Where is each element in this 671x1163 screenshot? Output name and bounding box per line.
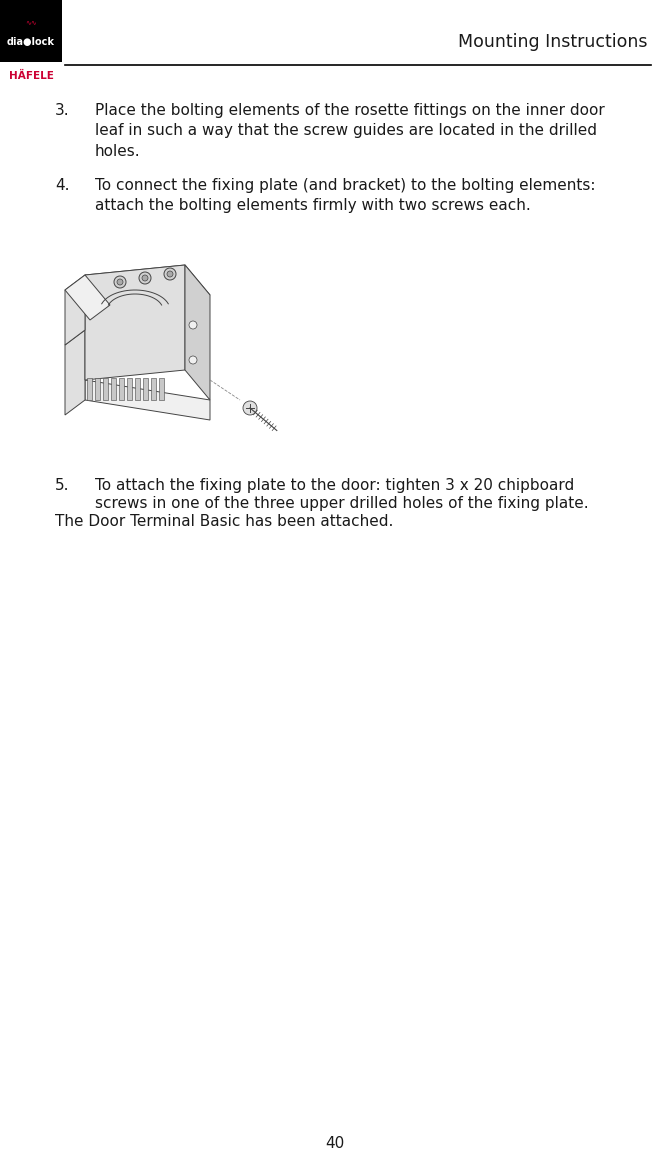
Bar	[151, 378, 156, 400]
Text: To connect the fixing plate (and bracket) to the bolting elements:
attach the bo: To connect the fixing plate (and bracket…	[95, 178, 595, 213]
Bar	[143, 378, 148, 400]
Bar	[95, 378, 100, 400]
Bar	[135, 378, 140, 400]
Polygon shape	[65, 274, 85, 345]
Circle shape	[142, 274, 148, 281]
Text: The Door Terminal Basic has been attached.: The Door Terminal Basic has been attache…	[55, 514, 393, 529]
Polygon shape	[65, 274, 110, 320]
Text: HÄFELE: HÄFELE	[9, 71, 54, 81]
Bar	[111, 378, 116, 400]
Polygon shape	[65, 330, 85, 415]
Bar	[0, 0, 62, 62]
Text: dia●lock: dia●lock	[7, 37, 55, 47]
Bar	[159, 378, 164, 400]
Circle shape	[167, 271, 173, 277]
Text: 3.: 3.	[55, 104, 70, 117]
Text: To attach the fixing plate to the door: tighten 3 x 20 chipboard: To attach the fixing plate to the door: …	[95, 478, 574, 493]
Circle shape	[139, 272, 151, 284]
Text: Mounting Instructions: Mounting Instructions	[458, 33, 648, 51]
Text: Place the bolting elements of the rosette fittings on the inner door
leaf in suc: Place the bolting elements of the rosett…	[95, 104, 605, 159]
Circle shape	[189, 321, 197, 329]
Polygon shape	[185, 265, 210, 400]
Text: 4.: 4.	[55, 178, 70, 193]
Bar	[119, 378, 124, 400]
Text: screws in one of the three upper drilled holes of the fixing plate.: screws in one of the three upper drilled…	[95, 495, 588, 511]
Text: 40: 40	[325, 1135, 345, 1150]
Bar	[127, 378, 132, 400]
Circle shape	[189, 356, 197, 364]
Polygon shape	[85, 265, 210, 305]
Bar	[103, 378, 108, 400]
Bar	[87, 378, 92, 400]
Circle shape	[114, 276, 126, 288]
Circle shape	[164, 267, 176, 280]
Text: ∿∿: ∿∿	[25, 19, 37, 24]
Circle shape	[117, 279, 123, 285]
Circle shape	[243, 401, 257, 415]
Polygon shape	[85, 265, 185, 380]
Polygon shape	[85, 380, 210, 420]
Text: 5.: 5.	[55, 478, 70, 493]
